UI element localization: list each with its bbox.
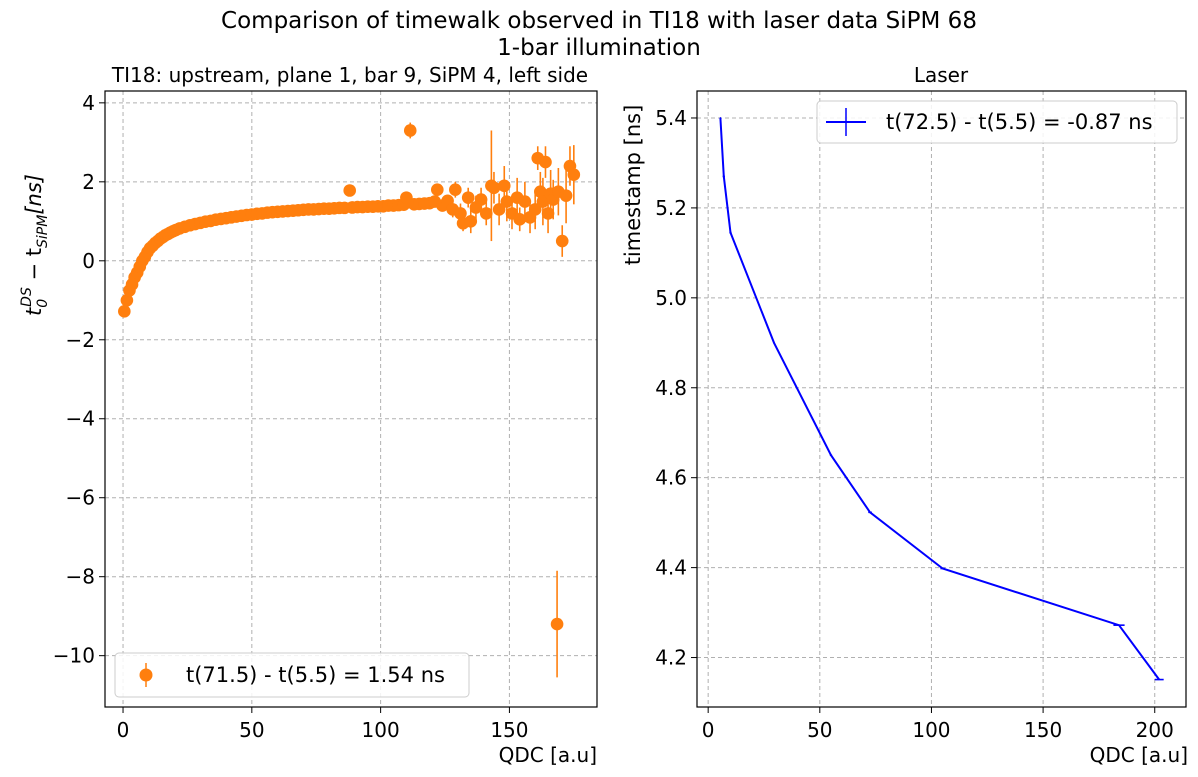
right-gridlines <box>697 91 1186 707</box>
data-point <box>559 189 573 202</box>
data-point <box>487 181 501 195</box>
data-point <box>536 195 550 208</box>
left-y-tick-label: −4 <box>66 407 95 431</box>
right-legend-box <box>816 100 1178 144</box>
right-axes-frame <box>696 90 1187 708</box>
data-point <box>567 168 581 182</box>
data-point <box>449 183 462 197</box>
data-point <box>513 213 527 226</box>
data-point <box>403 124 417 137</box>
left-panel-title: TI18: upstream, plane 1, bar 9, SiPM 4, … <box>111 63 588 87</box>
right-y-tick-label: 4.2 <box>655 646 687 670</box>
data-point <box>118 305 131 318</box>
right-y-axis-label: timestamp [ns] <box>621 105 645 266</box>
right-data-line <box>719 117 1164 681</box>
left-y-tick-label: −6 <box>66 486 95 510</box>
left-y-tick-label: −8 <box>66 565 95 589</box>
left-y-axis-label: t0DS − tSiPM[ns] <box>19 174 51 316</box>
right-legend-label: t(72.5) - t(5.5) = -0.87 ns <box>886 110 1153 134</box>
left-x-tick-label: 100 <box>362 718 400 742</box>
data-point <box>518 195 532 208</box>
series-line <box>719 117 1161 681</box>
left-legend-marker <box>139 668 153 682</box>
left-y-tick-label: −10 <box>53 644 95 668</box>
right-y-tick-label: 4.4 <box>655 556 687 580</box>
right-x-tick-label: 0 <box>702 718 715 742</box>
left-y-ticks: −10 −8 −6 −4 −2 0 2 4 <box>53 91 105 668</box>
left-y-tick-label: 0 <box>82 249 95 273</box>
left-gridlines <box>105 91 597 707</box>
data-point <box>479 207 493 220</box>
right-panel-title: Laser <box>914 63 969 87</box>
data-point <box>539 155 552 169</box>
data-point <box>343 184 357 197</box>
right-x-axis-label: QDC [a.u] <box>1090 743 1188 767</box>
left-x-tick-label: 0 <box>117 718 130 742</box>
right-legend: t(72.5) - t(5.5) = -0.87 ns <box>816 100 1178 144</box>
figure-subtitle: 1-bar illumination <box>497 35 701 61</box>
data-point <box>500 195 514 208</box>
data-point <box>492 203 506 216</box>
left-legend: t(71.5) - t(5.5) = 1.54 ns <box>114 652 470 698</box>
figure-title: Comparison of timewalk observed in TI18 … <box>221 8 977 34</box>
right-y-tick-label: 5.2 <box>655 196 687 220</box>
data-point <box>528 203 542 216</box>
left-x-axis-label: QDC [a.u] <box>499 743 597 767</box>
right-y-tick-label: 5.4 <box>655 106 687 130</box>
left-axes-frame <box>104 90 598 708</box>
left-y-tick-label: −2 <box>66 328 95 352</box>
right-y-tick-label: 4.8 <box>655 376 687 400</box>
right-x-tick-label: 150 <box>1024 718 1062 742</box>
left-data-points <box>118 122 581 678</box>
left-x-ticks: 0 50 100 150 <box>117 707 529 742</box>
left-y-tick-label: 4 <box>82 91 95 115</box>
left-legend-box <box>114 652 470 698</box>
right-x-tick-label: 100 <box>912 718 950 742</box>
left-legend-label: t(71.5) - t(5.5) = 1.54 ns <box>186 663 445 687</box>
data-point <box>430 183 444 197</box>
right-x-tick-label: 50 <box>807 718 832 742</box>
data-point <box>550 617 564 631</box>
data-point <box>461 191 475 204</box>
left-x-tick-label: 150 <box>490 718 528 742</box>
data-point <box>120 293 134 307</box>
right-x-ticks: 0 50 100 150 200 <box>702 707 1174 742</box>
left-panel: TI18: upstream, plane 1, bar 9, SiPM 4, … <box>19 63 598 767</box>
data-point <box>464 215 478 228</box>
left-y-tick-label: 2 <box>82 170 95 194</box>
data-point <box>474 193 488 206</box>
left-x-tick-label: 50 <box>239 718 264 742</box>
data-point <box>497 179 511 193</box>
right-x-tick-label: 200 <box>1136 718 1174 742</box>
right-y-ticks: 4.2 4.4 4.6 4.8 5.0 5.2 5.4 <box>655 106 697 670</box>
data-point <box>555 234 569 248</box>
right-y-tick-label: 5.0 <box>655 286 687 310</box>
right-panel: Laser 0 50 100 150 200 4.2 4.4 4.6 4.8 5.0 5.2 5.4… <box>621 63 1188 767</box>
right-y-tick-label: 4.6 <box>655 466 687 490</box>
